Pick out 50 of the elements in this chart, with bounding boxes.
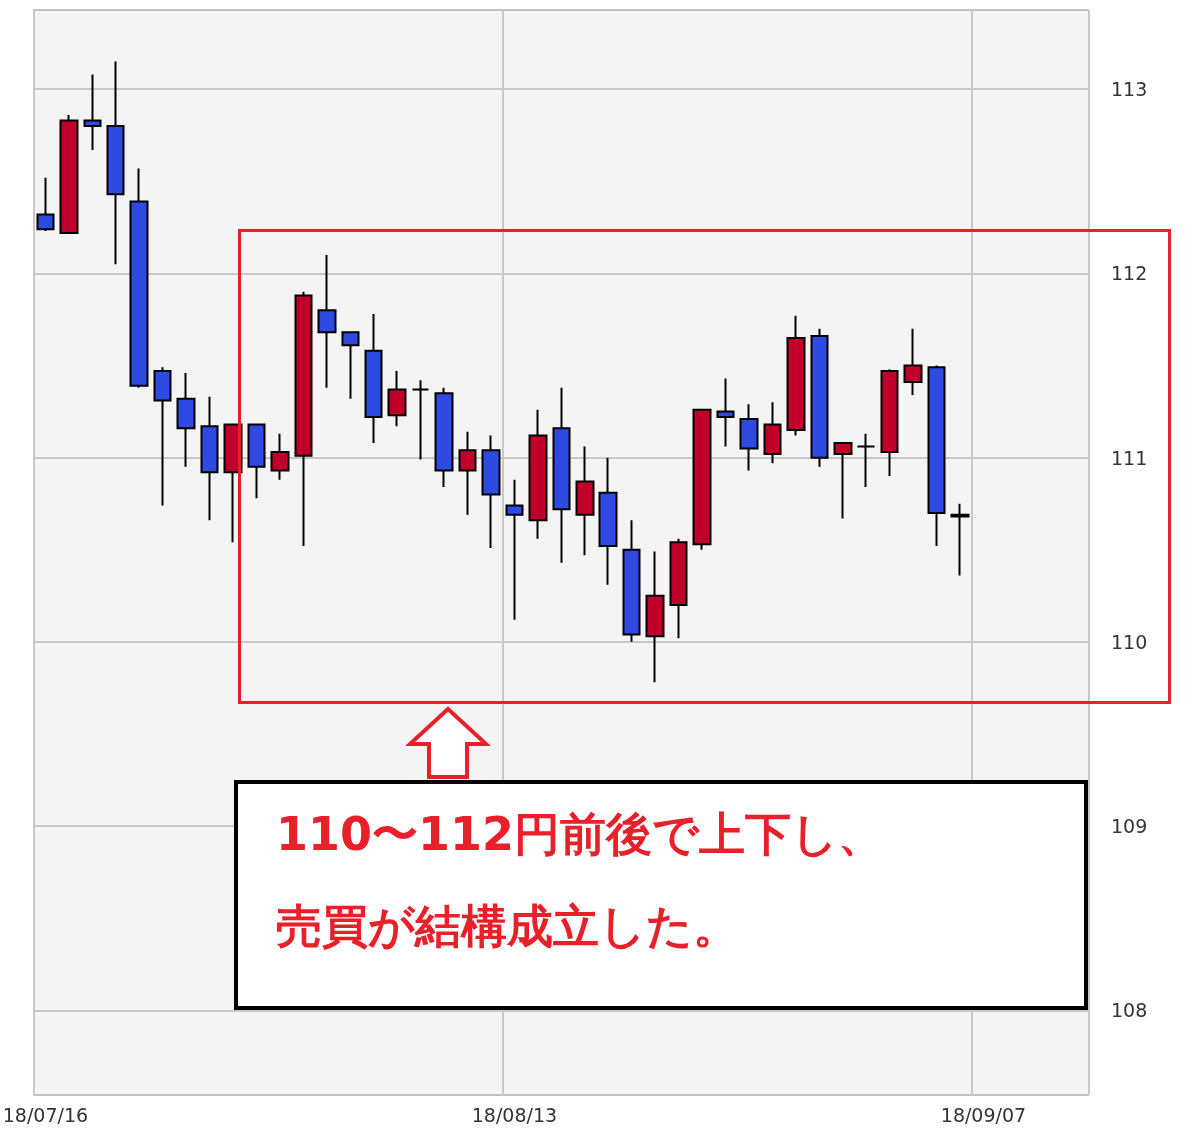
candlestick bbox=[833, 441, 853, 520]
candlestick bbox=[763, 401, 782, 465]
candlestick bbox=[645, 550, 665, 684]
candlestick bbox=[83, 73, 102, 151]
candlestick bbox=[950, 502, 970, 577]
candlestick bbox=[317, 254, 337, 389]
candlestick bbox=[552, 386, 571, 564]
candlestick bbox=[364, 312, 383, 444]
candlestick bbox=[692, 408, 712, 551]
candlestick bbox=[270, 432, 290, 481]
candlestick bbox=[528, 408, 548, 540]
candlestick bbox=[129, 167, 149, 389]
candlestick bbox=[176, 371, 196, 468]
candlestick bbox=[880, 368, 899, 478]
candlestick bbox=[36, 176, 55, 233]
candlestick bbox=[669, 537, 688, 640]
y-tick-label: 109 bbox=[1111, 815, 1148, 838]
candlestick bbox=[294, 290, 313, 548]
candlestick bbox=[810, 327, 829, 468]
candlestick bbox=[59, 114, 79, 234]
annotation: 売買が結構成立した。 bbox=[276, 898, 739, 955]
y-tick-label: 108 bbox=[1111, 999, 1148, 1022]
candlestick bbox=[739, 403, 759, 472]
annotation: 110〜112円前後で上下し、 bbox=[276, 806, 885, 863]
candlestick bbox=[575, 445, 595, 557]
x-tick-label: 18/09/07 bbox=[940, 1103, 1027, 1126]
candlestick bbox=[786, 314, 806, 437]
y-tick-label: 110 bbox=[1111, 630, 1148, 653]
candlestick bbox=[411, 379, 430, 461]
candlestick bbox=[598, 456, 618, 586]
candlestick bbox=[716, 377, 735, 448]
y-tick-label: 111 bbox=[1111, 446, 1148, 469]
candlestick bbox=[341, 331, 360, 400]
candlestick bbox=[481, 434, 501, 549]
candlestick bbox=[106, 60, 125, 266]
candlestick bbox=[458, 430, 477, 516]
y-tick-label: 112 bbox=[1111, 262, 1148, 285]
candlestick bbox=[247, 423, 266, 500]
candlestick bbox=[505, 478, 524, 621]
candlestick bbox=[856, 432, 876, 489]
x-tick-label: 18/08/13 bbox=[471, 1103, 558, 1126]
candlestick bbox=[622, 519, 641, 643]
candlestick bbox=[153, 366, 172, 507]
x-tick-label: 18/07/16 bbox=[2, 1103, 89, 1126]
candlestick bbox=[927, 364, 946, 548]
y-tick-label: 113 bbox=[1111, 78, 1148, 101]
candlestick bbox=[387, 370, 407, 428]
candlestick bbox=[200, 395, 219, 522]
candlestick bbox=[434, 386, 454, 489]
candlestick bbox=[903, 327, 923, 396]
